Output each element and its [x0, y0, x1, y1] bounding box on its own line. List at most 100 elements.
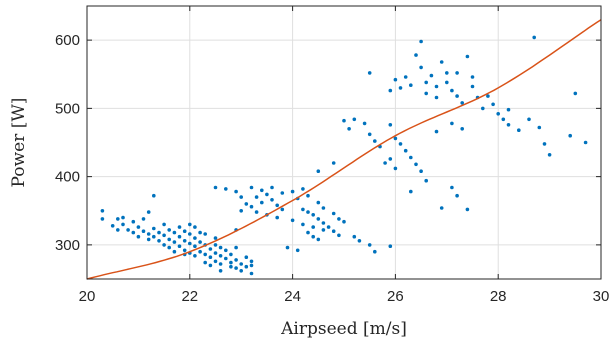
data-point	[434, 84, 439, 89]
y-tick-label: 300	[55, 237, 80, 254]
x-axis-title: Airpseed [m/s]	[280, 319, 407, 339]
data-point	[357, 239, 362, 243]
data-point	[496, 112, 501, 116]
data-point	[167, 245, 171, 250]
data-point	[429, 73, 434, 78]
data-point	[234, 189, 238, 194]
data-point	[254, 210, 259, 214]
data-point	[481, 106, 485, 111]
y-axis-title: Power [W]	[9, 98, 29, 188]
data-point	[342, 219, 346, 224]
data-point	[316, 217, 321, 221]
data-point	[337, 233, 341, 238]
data-point	[388, 157, 393, 161]
y-tick-label: 500	[55, 100, 80, 117]
data-point	[460, 127, 465, 131]
data-point	[208, 247, 213, 251]
data-point	[280, 191, 285, 195]
data-point	[167, 228, 171, 232]
data-point	[486, 94, 490, 98]
data-point	[244, 255, 249, 259]
data-point	[100, 217, 105, 221]
data-point	[506, 107, 511, 112]
data-point	[146, 237, 151, 242]
data-point	[141, 229, 146, 233]
data-point	[224, 248, 228, 253]
data-point	[306, 210, 310, 214]
data-point	[414, 53, 418, 57]
data-point	[198, 230, 202, 235]
data-point	[583, 140, 588, 145]
data-point	[203, 260, 207, 265]
data-point	[275, 215, 280, 220]
data-point	[203, 252, 207, 257]
data-point	[239, 195, 243, 199]
data-point	[157, 239, 161, 243]
data-point	[470, 75, 475, 79]
data-point	[188, 241, 192, 246]
data-point	[527, 117, 531, 122]
data-point	[465, 207, 470, 212]
data-point	[403, 148, 408, 153]
data-point	[301, 207, 305, 212]
data-point	[193, 236, 197, 240]
data-point	[388, 123, 393, 127]
data-point	[239, 262, 243, 266]
data-point	[193, 244, 197, 248]
data-point	[439, 60, 444, 64]
data-point	[177, 234, 182, 239]
data-point	[224, 187, 228, 191]
data-point	[424, 80, 429, 85]
data-point	[244, 202, 249, 206]
data-point	[331, 211, 336, 216]
ticks: 20 22 24 26 28 30 300 400 500 600	[55, 6, 609, 305]
data-point	[316, 200, 321, 205]
fit-line	[86, 19, 602, 280]
data-point	[249, 263, 254, 268]
data-point	[218, 269, 223, 273]
data-point	[126, 228, 130, 232]
x-tick-label: 20	[79, 288, 96, 305]
data-point	[213, 243, 218, 247]
data-point	[445, 71, 449, 75]
data-point	[367, 243, 372, 247]
data-point	[244, 264, 249, 269]
data-point	[352, 117, 357, 122]
data-point	[249, 259, 254, 264]
data-point	[280, 207, 285, 212]
data-point	[162, 222, 166, 227]
x-tick-label: 26	[387, 288, 404, 305]
data-point	[229, 260, 233, 265]
data-point	[234, 266, 238, 270]
data-point	[100, 209, 105, 213]
data-point	[146, 232, 151, 236]
data-point	[331, 229, 336, 233]
data-point	[568, 133, 572, 138]
data-point	[198, 249, 202, 254]
data-point	[229, 264, 233, 269]
data-point	[301, 187, 305, 191]
data-point	[270, 185, 274, 190]
data-point	[403, 75, 408, 79]
data-point	[121, 215, 125, 220]
plot-frame	[86, 5, 602, 280]
data-point	[188, 222, 192, 227]
data-point	[213, 251, 218, 255]
grid	[86, 6, 602, 279]
data-point	[537, 125, 542, 130]
data-point	[208, 255, 213, 259]
data-point	[532, 35, 536, 40]
data-point	[439, 206, 444, 210]
x-tick-label: 22	[181, 288, 198, 305]
data-point	[373, 249, 377, 254]
data-point	[455, 94, 459, 98]
data-point	[321, 228, 326, 232]
x-tick-label: 24	[284, 288, 301, 305]
data-point	[393, 136, 398, 141]
data-point	[347, 127, 351, 131]
data-point	[306, 230, 310, 235]
data-point	[337, 217, 341, 221]
data-point	[383, 161, 387, 165]
data-point	[506, 123, 511, 127]
